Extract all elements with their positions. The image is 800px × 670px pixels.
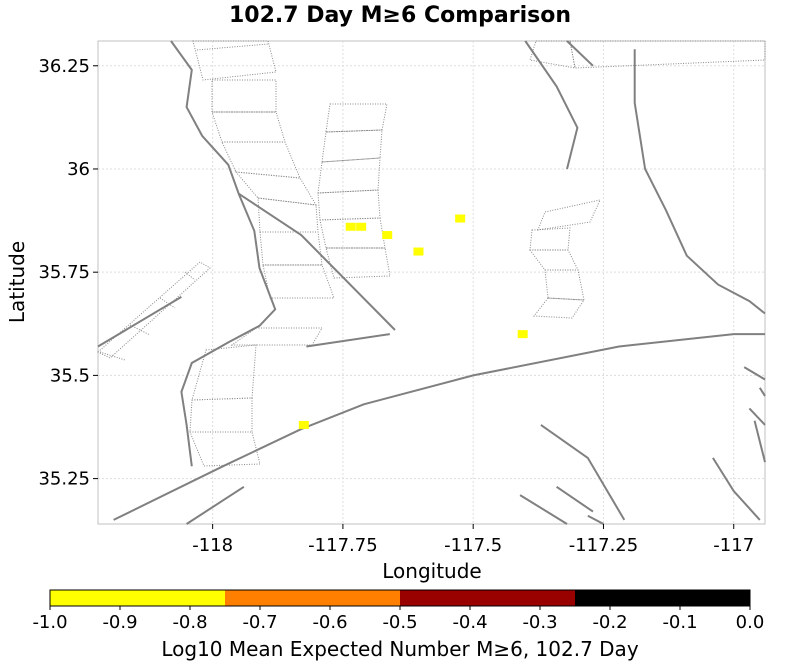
fault-trace bbox=[306, 333, 390, 348]
colorbar-tick-label: -0.1 bbox=[662, 612, 697, 633]
fault-block bbox=[325, 103, 388, 133]
fault-block bbox=[189, 397, 253, 433]
rate-cell bbox=[356, 222, 367, 231]
fault-block bbox=[97, 261, 211, 359]
colorbar-tick-label: -0.9 bbox=[102, 612, 137, 633]
colorbar-bin bbox=[50, 590, 225, 606]
rate-cell bbox=[345, 222, 356, 231]
fault-block bbox=[211, 79, 277, 113]
colorbar-bin bbox=[400, 590, 575, 606]
y-tick-label: 35.5 bbox=[50, 365, 90, 386]
fault-block bbox=[192, 40, 277, 81]
x-tick-label: -117 bbox=[713, 535, 754, 556]
x-tick-label: -117.75 bbox=[308, 535, 377, 556]
colorbar-tick-label: -0.8 bbox=[172, 612, 207, 633]
rate-cell bbox=[413, 247, 424, 256]
colorbar-bin bbox=[575, 590, 750, 606]
gridlines bbox=[98, 41, 765, 524]
y-axis-ticks: 35.25 35.5 35.75 36 36.25 bbox=[38, 56, 98, 490]
colorbar-tick-label: -0.4 bbox=[452, 612, 487, 633]
x-axis-label: Longitude bbox=[382, 559, 481, 583]
fault-block bbox=[529, 40, 576, 69]
rate-cells bbox=[298, 214, 528, 429]
colorbar-tick-label: -0.2 bbox=[592, 612, 627, 633]
plot-background bbox=[97, 40, 766, 525]
y-axis-label: Latitude bbox=[5, 241, 29, 323]
fault-block bbox=[189, 431, 261, 467]
x-axis-ticks: -118 -117.75 -117.5 -117.25 -117 bbox=[192, 524, 754, 556]
chart-title: 102.7 Day M≥6 Comparison bbox=[229, 3, 571, 28]
fault-trace bbox=[712, 457, 761, 521]
fault-traces bbox=[97, 40, 766, 525]
rate-cell bbox=[382, 231, 393, 240]
fault-trace bbox=[753, 420, 766, 463]
fault-trace bbox=[556, 485, 594, 513]
y-tick-label: 36.25 bbox=[38, 56, 90, 77]
colorbar-ticks: -1.0 -0.9 -0.8 -0.7 -0.6 -0.5 -0.4 -0.3 -0.2 -0.1… bbox=[32, 606, 764, 633]
colorbar: -1.0 -0.9 -0.8 -0.7 -0.6 -0.5 -0.4 -0.3 -0.2 -0.1… bbox=[32, 589, 764, 661]
fault-trace bbox=[113, 333, 765, 521]
colorbar-tick-label: 0.0 bbox=[736, 612, 765, 633]
fault-block bbox=[533, 297, 585, 319]
fault-trace bbox=[566, 40, 594, 67]
x-tick-label: -118 bbox=[192, 535, 233, 556]
fault-trace bbox=[519, 494, 568, 525]
colorbar-tick-label: -0.6 bbox=[312, 612, 347, 633]
plot-area: -118 -117.75 -117.5 -117.25 -117 35.2535.535… bbox=[38, 40, 766, 556]
fault-block bbox=[569, 40, 766, 69]
colorbar-tick-label: -0.5 bbox=[382, 612, 417, 633]
colorbar-bins bbox=[50, 590, 750, 606]
rate-cell bbox=[517, 330, 528, 339]
fault-block-rung bbox=[196, 43, 269, 51]
fault-blocks bbox=[97, 40, 766, 467]
colorbar-bin bbox=[225, 590, 400, 606]
fault-trace bbox=[587, 514, 604, 525]
x-tick-label: -117.25 bbox=[569, 535, 638, 556]
rate-cell bbox=[455, 214, 466, 223]
fault-block-rung bbox=[184, 271, 196, 281]
y-tick-label: 36 bbox=[67, 159, 90, 180]
y-tick-label: 35.25 bbox=[38, 469, 90, 490]
fault-block bbox=[319, 217, 386, 249]
fault-trace bbox=[238, 192, 396, 331]
colorbar-tick-label: -1.0 bbox=[32, 612, 67, 633]
rate-cell bbox=[298, 420, 309, 429]
fault-trace bbox=[170, 40, 277, 467]
fault-block-rung bbox=[99, 351, 126, 361]
colorbar-tick-label: -0.3 bbox=[522, 612, 557, 633]
fault-trace bbox=[633, 49, 766, 315]
fault-block bbox=[537, 199, 601, 231]
colorbar-tick-label: -0.7 bbox=[242, 612, 277, 633]
fault-trace bbox=[540, 424, 626, 521]
fault-trace bbox=[743, 366, 766, 381]
fault-trace bbox=[186, 485, 245, 525]
x-tick-label: -117.5 bbox=[444, 535, 502, 556]
fault-trace bbox=[524, 40, 579, 170]
y-tick-label: 35.75 bbox=[38, 262, 90, 283]
fault-block-rung bbox=[159, 297, 176, 309]
fault-trace bbox=[758, 387, 766, 397]
colorbar-label: Log10 Mean Expected Number M≥6, 102.7 Da… bbox=[161, 637, 638, 661]
fault-trace bbox=[97, 296, 182, 348]
fault-trace bbox=[748, 407, 766, 426]
